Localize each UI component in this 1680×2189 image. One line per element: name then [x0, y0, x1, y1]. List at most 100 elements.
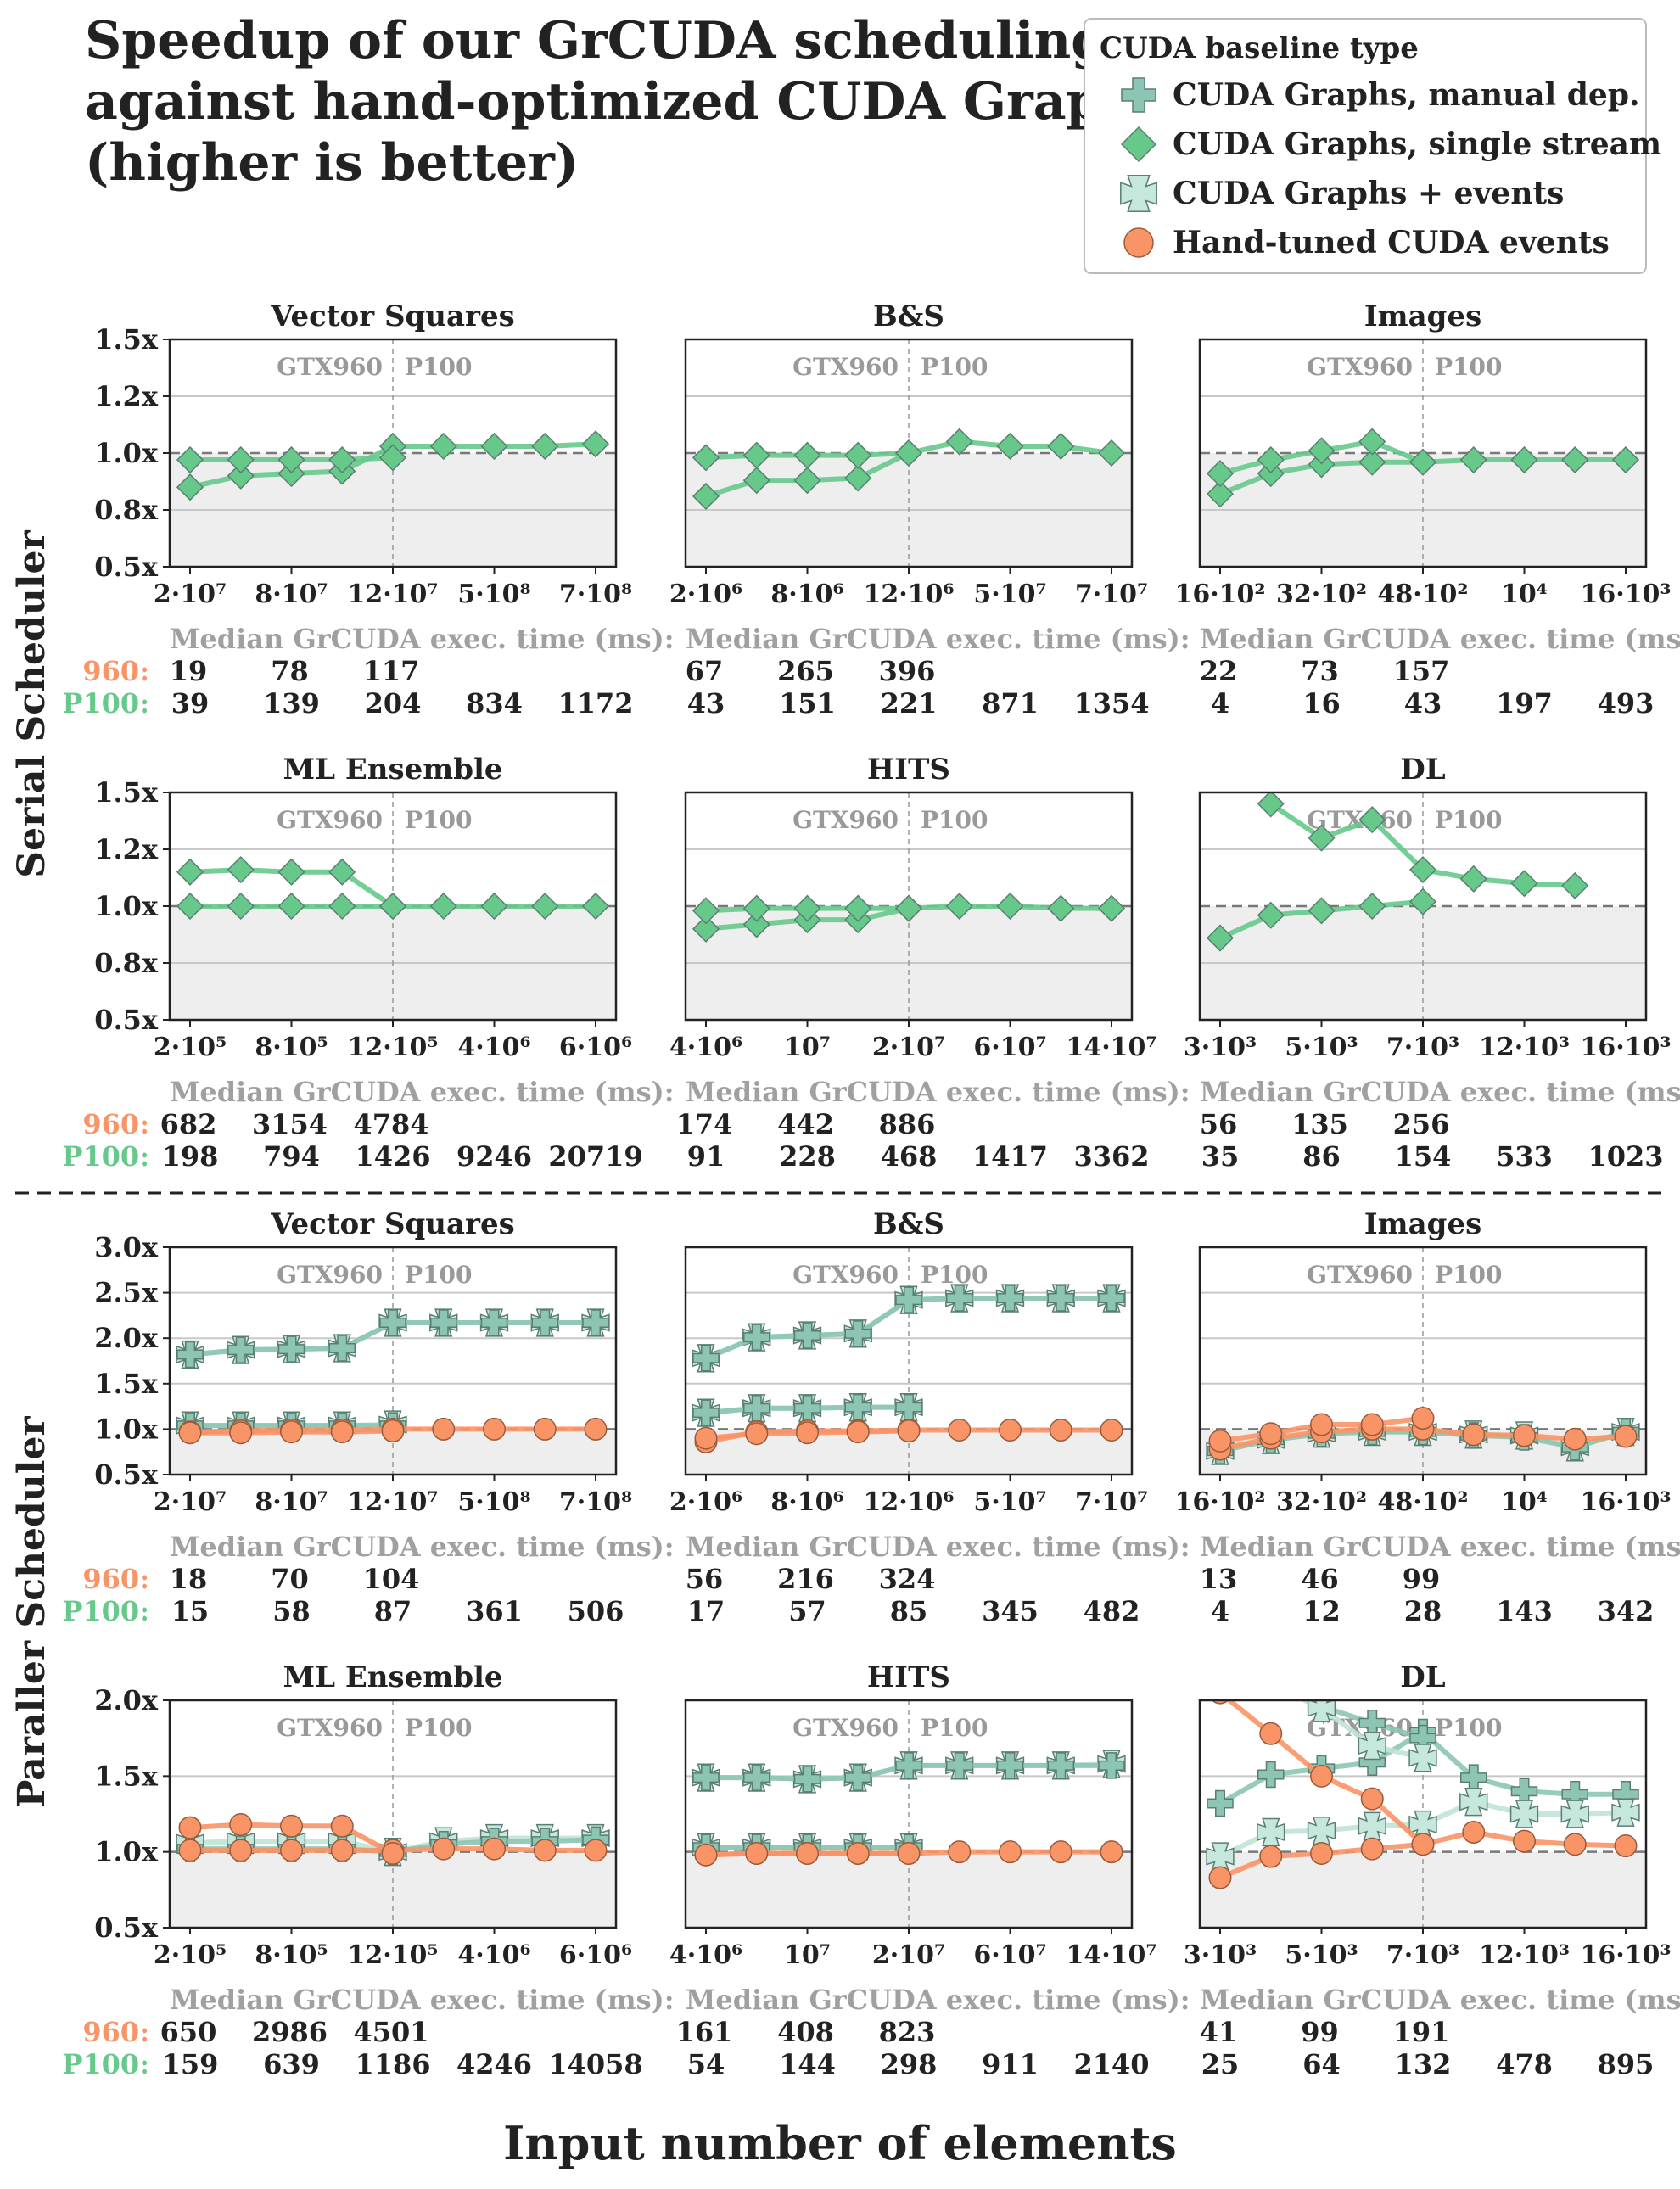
data-point-manual	[176, 1341, 204, 1369]
series-group	[176, 1308, 610, 1445]
data-point-single	[277, 445, 305, 474]
median-time-label: Median GrCUDA exec. time (ms):	[170, 623, 675, 655]
x-tick-label: 2·10⁵	[154, 1940, 227, 1970]
median-time-label: Median GrCUDA exec. time (ms):	[170, 1984, 675, 2016]
median-value-p100: 493	[1598, 687, 1655, 719]
gpu-label-p100: P100	[1435, 1714, 1503, 1742]
data-point-single	[844, 464, 872, 492]
y-tick-label: 0.5x	[94, 1912, 159, 1944]
data-point-handtuned	[1208, 1429, 1232, 1453]
median-time-label: Median GrCUDA exec. time (ms):	[1200, 1076, 1680, 1108]
x-tick-label: 16·10³	[1580, 1487, 1671, 1517]
data-point-single	[1408, 887, 1437, 915]
median-value-p100: 154	[1395, 1140, 1452, 1173]
median-value-p100: 139	[263, 687, 320, 719]
median-value-p100: 482	[1084, 1595, 1140, 1627]
figure-title-line-3: (higher is better)	[85, 133, 579, 193]
data-point-handtuned	[1513, 1424, 1536, 1447]
data-point-handtuned	[1360, 1787, 1384, 1811]
x-tick-label: 2·10⁷	[154, 1487, 227, 1517]
median-time-label: Median GrCUDA exec. time (ms):	[1200, 1531, 1680, 1563]
data-point-single	[1510, 870, 1538, 898]
data-point-single	[1047, 894, 1075, 922]
x-tick-label: 2·10⁷	[872, 1940, 945, 1970]
data-point-manual	[1207, 1789, 1234, 1817]
data-point-single	[742, 467, 770, 495]
chart-panel: GTX960 P100 Vector Squares 0.5x 0.8x 1.0x 1.2x…	[62, 300, 674, 719]
median-value-p100: 3362	[1073, 1140, 1149, 1173]
x-tick-label: 2·10⁶	[669, 1487, 742, 1517]
series-group	[692, 1284, 1126, 1453]
median-value-p100: 25	[1201, 2048, 1240, 2080]
figure-title-line-1: Speedup of our GrCUDA scheduling	[85, 11, 1106, 70]
data-point-handtuned	[1411, 1407, 1435, 1430]
median-value-960: 104	[363, 1563, 420, 1595]
data-point-handtuned	[846, 1420, 870, 1444]
data-point-single	[328, 858, 356, 886]
median-value-p100: 12	[1302, 1595, 1341, 1627]
median-value-p100: 9246	[456, 1140, 532, 1173]
data-point-handtuned	[1563, 1833, 1587, 1856]
data-point-events	[1307, 1700, 1336, 1722]
median-value-960: 682	[160, 1108, 217, 1140]
x-tick-label: 4·10⁶	[669, 1940, 742, 1970]
chart-panel: GTX960P100DL3·10³5·10³7·10³12·10³16·10³M…	[1184, 753, 1680, 1173]
data-point-handtuned	[796, 1841, 819, 1865]
data-point-single	[1611, 445, 1640, 474]
data-point-single	[692, 915, 720, 943]
data-point-single	[1408, 856, 1437, 884]
median-value-960: 78	[271, 655, 309, 687]
data-point-handtuned	[229, 1421, 253, 1445]
chart-panel: GTX960 P100 Vector Squares 0.5x 1.0x 1.5x 2.0x…	[62, 1207, 674, 1627]
data-point-handtuned	[1259, 1845, 1283, 1868]
median-time-label: Median GrCUDA exec. time (ms):	[170, 1076, 675, 1108]
data-point-handtuned	[948, 1418, 972, 1442]
median-value-p100: 911	[982, 2048, 1039, 2080]
median-value-p100: 91	[687, 1140, 725, 1173]
data-point-single	[1561, 445, 1589, 474]
x-tick-label: 5·10³	[1285, 1940, 1358, 1970]
data-point-manual	[844, 1320, 871, 1347]
data-point-manual	[743, 1764, 770, 1791]
median-value-p100: 144	[779, 2048, 836, 2080]
x-tick-label: 8·10⁶	[770, 1487, 843, 1517]
x-tick-label: 4·10⁶	[457, 1940, 530, 1970]
x-tick-label: 10⁷	[784, 1940, 831, 1970]
gpu-label-p100: P100	[405, 1714, 473, 1742]
data-point-handtuned	[330, 1814, 354, 1838]
median-value-960: 56	[686, 1563, 724, 1595]
x-tick-label: 32·10²	[1276, 1487, 1367, 1517]
gpu-label-p100: P100	[1435, 353, 1503, 381]
panel-title: Images	[1364, 1207, 1481, 1241]
data-point-single	[227, 445, 255, 474]
x-tick-label: 16·10³	[1580, 1940, 1671, 1970]
data-point-single	[1358, 448, 1386, 476]
data-point-handtuned	[533, 1417, 557, 1441]
data-point-manual	[895, 1752, 922, 1779]
x-tick-label: 8·10⁷	[255, 579, 328, 609]
data-point-handtuned	[1462, 1820, 1486, 1844]
x-tick-label: 7·10⁷	[1075, 579, 1148, 609]
x-tick-label: 16·10²	[1174, 579, 1265, 609]
data-point-handtuned	[999, 1840, 1022, 1864]
data-point-handtuned	[1563, 1427, 1587, 1451]
data-point-manual	[793, 1322, 821, 1349]
median-value-p100: 28	[1404, 1595, 1442, 1627]
data-point-events	[1358, 1731, 1386, 1761]
gpu-label-gtx960: GTX960	[792, 1714, 899, 1742]
median-value-960: 442	[777, 1108, 834, 1140]
y-tick-label: 1.5x	[94, 1368, 159, 1400]
data-point-events	[1560, 1800, 1589, 1828]
y-tick-label: 0.5x	[94, 1458, 159, 1491]
median-value-960: 161	[676, 2016, 733, 2048]
data-point-handtuned	[178, 1816, 202, 1839]
median-value-960: 99	[1301, 2016, 1339, 2048]
gpu-label-gtx960: GTX960	[792, 353, 899, 381]
data-point-single	[531, 432, 559, 461]
data-point-handtuned	[897, 1419, 921, 1443]
gpu-label-gtx960: GTX960	[792, 806, 899, 834]
series-group	[692, 428, 1126, 510]
median-value-p100: 143	[1496, 1595, 1553, 1627]
median-value-960: 256	[1393, 1108, 1450, 1140]
